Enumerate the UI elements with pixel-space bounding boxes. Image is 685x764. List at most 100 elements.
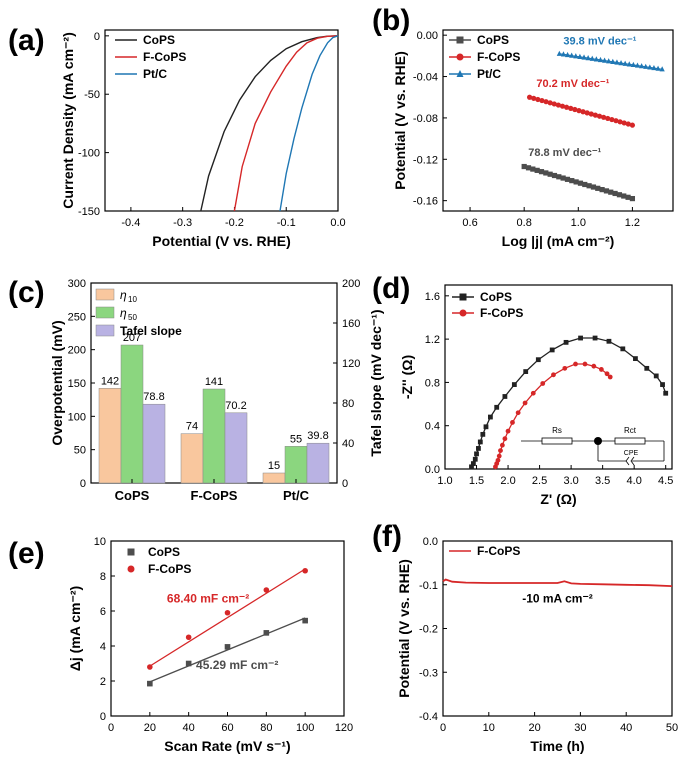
- bar-value-label: 78.8: [143, 391, 164, 403]
- y-tick-label: 0: [100, 711, 106, 723]
- y-tick-label: 1.6: [425, 291, 440, 303]
- data-point: [551, 372, 556, 378]
- bar-value-label: 55: [290, 433, 302, 445]
- bar-tafel: [142, 403, 166, 484]
- data-point: [127, 565, 135, 573]
- data-point: [511, 382, 517, 387]
- category-label: F-CoPS: [191, 488, 238, 503]
- x-axis-label: Log |j| (mA cm⁻²): [502, 233, 615, 249]
- x-tick-label: 1.5: [469, 475, 484, 487]
- data-point: [543, 99, 549, 105]
- x-axis-label: Potential (V vs. RHE): [152, 233, 290, 249]
- y-axis-label: -Z'' (Ω): [399, 355, 415, 399]
- x-tick-label: 2.5: [532, 475, 547, 487]
- y-tick-label: 300: [68, 278, 86, 290]
- y-right-tick-label: 160: [342, 318, 360, 330]
- bar-eta: [180, 433, 204, 484]
- x-tick-label: 0.8: [517, 217, 532, 229]
- data-point: [474, 451, 479, 457]
- y-axis-label: Potential (V vs. RHE): [392, 51, 408, 189]
- y-tick-label: 200: [68, 345, 86, 357]
- x-tick-label: 1.0: [437, 475, 452, 487]
- data-point: [597, 56, 604, 63]
- y-tick-label: -0.4: [419, 711, 438, 723]
- bar-value-label: 15: [268, 460, 280, 472]
- data-point: [530, 166, 536, 172]
- y-tick-label: 150: [68, 378, 86, 390]
- legend-subscript: 10: [128, 295, 137, 304]
- x-tick-label: 4.5: [658, 475, 673, 487]
- data-point: [606, 58, 612, 64]
- bar-value-label: 70.2: [225, 400, 246, 412]
- x-tick-label: 4.0: [627, 475, 642, 487]
- x-tick-label: 10: [483, 722, 495, 734]
- data-point: [302, 567, 308, 574]
- data-point: [551, 172, 558, 179]
- data-point: [525, 165, 532, 171]
- plot-frame: [444, 284, 673, 470]
- bar-eta: [262, 472, 286, 484]
- data-point: [660, 382, 665, 387]
- x-tick-label: -0.4: [121, 217, 140, 229]
- data-point: [596, 113, 603, 119]
- data-point: [593, 56, 599, 62]
- data-point: [634, 62, 641, 68]
- cpe-symbol: [625, 456, 630, 466]
- y-tick-label: 8: [100, 571, 106, 583]
- data-point: [604, 371, 610, 377]
- data-point: [556, 50, 562, 56]
- fit-line: [149, 617, 306, 683]
- circuit-label-cpe: CPE: [624, 450, 639, 457]
- data-point: [470, 461, 476, 466]
- data-point: [456, 53, 464, 61]
- data-point: [581, 54, 587, 60]
- data-point: [568, 105, 574, 111]
- data-point: [573, 179, 579, 185]
- data-point: [498, 448, 503, 453]
- bar-value-label: 141: [205, 376, 223, 388]
- y-tick-label: 100: [68, 411, 86, 423]
- data-point: [573, 361, 578, 367]
- y-tick-label: -0.04: [413, 72, 438, 84]
- data-point: [609, 116, 615, 123]
- x-tick-label: 40: [183, 722, 195, 734]
- data-point: [559, 103, 566, 109]
- panel-letter: (a): [8, 24, 45, 57]
- panel-f-stability-chart: (f) 0 10 20 30 40 50 0.0 -0.1 -0.2 -0.3 -0.4 Time (h…: [372, 520, 678, 754]
- data-point: [535, 357, 541, 363]
- y-axis-label: Current Density (mA cm⁻²): [60, 32, 76, 208]
- y-right-tick-label: 0: [342, 478, 348, 490]
- data-point: [599, 187, 605, 193]
- data-point: [459, 309, 467, 317]
- data-point: [598, 367, 604, 372]
- y-tick-label: 0.4: [425, 421, 440, 433]
- data-point: [592, 112, 598, 118]
- data-point: [564, 176, 571, 182]
- data-point: [147, 664, 153, 670]
- y-tick-label: 10: [94, 536, 106, 548]
- category-label: CoPS: [115, 488, 150, 503]
- data-point: [655, 65, 661, 71]
- y-tick-label: 0.0: [423, 536, 438, 548]
- data-point: [555, 102, 561, 108]
- data-point: [616, 192, 623, 198]
- data-point: [540, 381, 546, 386]
- y-axis-label: Overpotential (mV): [49, 320, 65, 445]
- legend-label: Pt/C: [477, 67, 501, 81]
- data-point: [476, 446, 481, 451]
- y-axis-label: Δj (mA cm⁻²): [67, 586, 83, 671]
- data-point: [647, 64, 653, 70]
- legend-subscript: 50: [128, 313, 137, 322]
- data-point: [626, 61, 632, 67]
- panel-d-nyquist-chart: (d) 1.0 1.5 2.0 2.5 3.0 3.5 4.0 4.5 0.0 0.4 0.8 1.2 1…: [372, 272, 673, 507]
- current-annotation: -10 mA cm⁻²: [522, 591, 593, 605]
- slope-annotation: 70.2 mV dec⁻¹: [536, 78, 609, 90]
- data-point: [560, 175, 566, 181]
- y-right-tick-label: 120: [342, 358, 360, 370]
- data-point: [651, 64, 657, 71]
- equivalent-circuit: Rs Rct CPE: [521, 426, 665, 466]
- x-tick-label: 60: [221, 722, 233, 734]
- data-point: [127, 548, 135, 556]
- bar-value-label: 207: [123, 332, 141, 344]
- x-tick-label: 100: [296, 722, 314, 734]
